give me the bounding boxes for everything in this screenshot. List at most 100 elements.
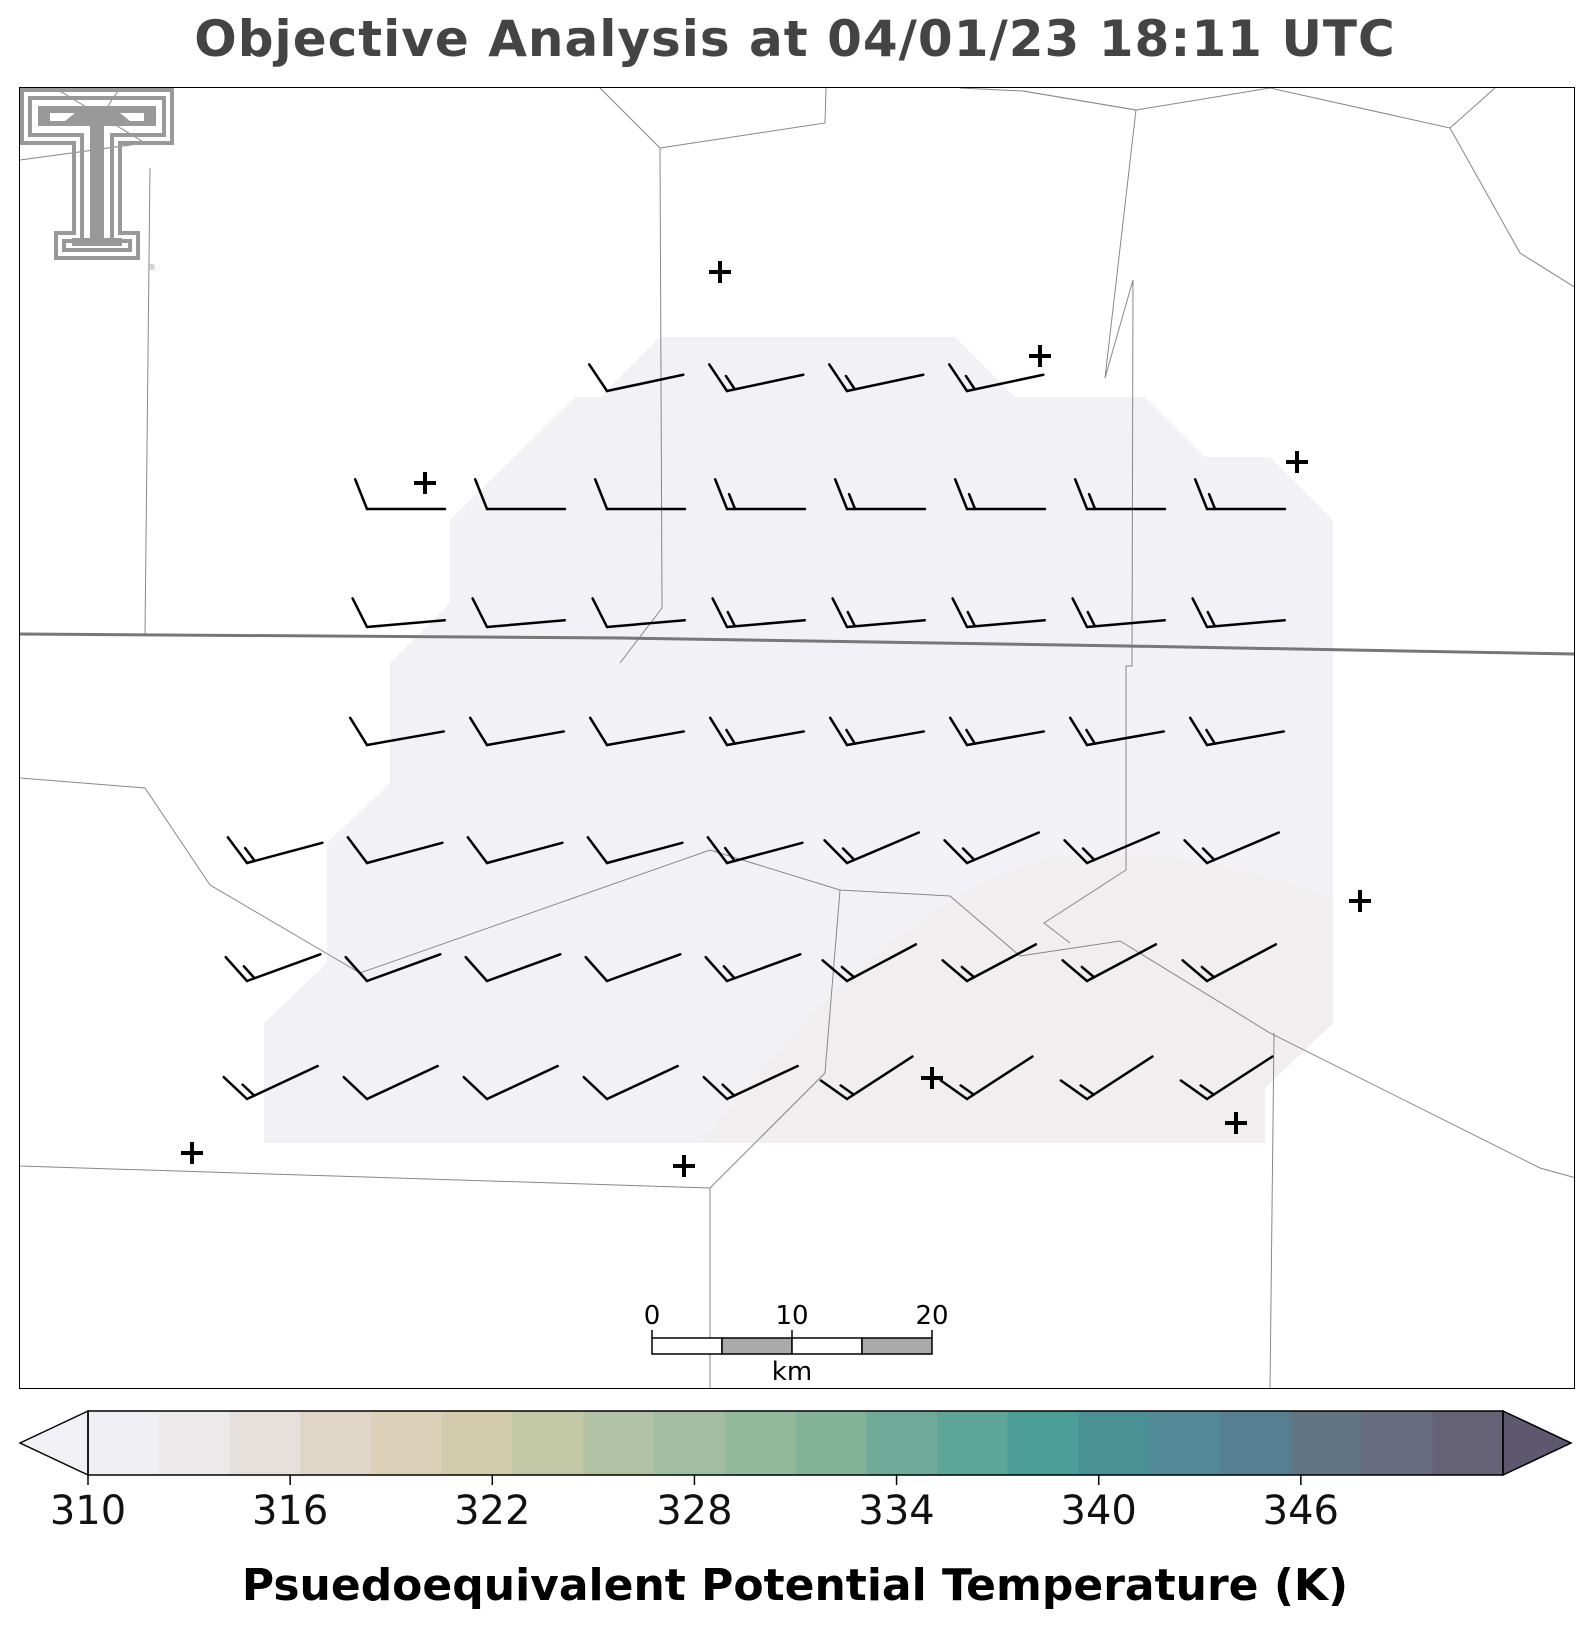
wind-barb bbox=[222, 1064, 319, 1101]
colorbar-cell bbox=[512, 1411, 584, 1475]
colorbar-cell bbox=[1007, 1411, 1079, 1475]
wind-barb bbox=[939, 1055, 1034, 1101]
colorbar-tick-label: 316 bbox=[251, 1488, 329, 1534]
colorbar-tick-label: 328 bbox=[656, 1488, 733, 1534]
colorbar-cell bbox=[229, 1411, 301, 1475]
colorbar bbox=[18, 1409, 1573, 1485]
colorbar-cell bbox=[724, 1411, 796, 1475]
wind-barb bbox=[707, 363, 805, 393]
scale-bar: 0 10 20 km bbox=[644, 1301, 949, 1387]
scale-label-10: 10 bbox=[775, 1301, 808, 1331]
colorbar-cell bbox=[795, 1411, 867, 1475]
colorbar-cell bbox=[300, 1411, 372, 1475]
colorbar-cell bbox=[1220, 1411, 1292, 1475]
station-marker bbox=[709, 261, 731, 283]
station-markers bbox=[181, 261, 1371, 1177]
colorbar-tick-label: 322 bbox=[454, 1488, 531, 1534]
wind-barb bbox=[1068, 716, 1166, 747]
station-marker bbox=[414, 472, 436, 494]
wind-barb bbox=[827, 363, 925, 393]
wind-barb bbox=[1183, 831, 1281, 865]
wind-barb bbox=[1179, 1055, 1274, 1101]
wind-barbs bbox=[222, 363, 1287, 1101]
colorbar-cell bbox=[441, 1411, 513, 1475]
station-marker bbox=[181, 1142, 203, 1164]
wind-barb bbox=[351, 597, 446, 629]
wind-barb bbox=[466, 836, 564, 865]
wind-barb bbox=[1191, 597, 1286, 629]
wind-barb bbox=[1071, 597, 1166, 629]
wind-barb bbox=[831, 597, 926, 629]
wind-barb bbox=[833, 478, 927, 511]
colorbar-cell bbox=[88, 1411, 160, 1475]
wind-barb bbox=[353, 478, 447, 511]
wind-barb bbox=[1073, 478, 1167, 511]
wind-barb bbox=[348, 716, 446, 747]
wind-barb bbox=[713, 478, 807, 511]
colorbar-cell bbox=[866, 1411, 938, 1475]
wind-barb bbox=[948, 716, 1046, 747]
wind-barb bbox=[344, 953, 442, 983]
colorbar-cell bbox=[1361, 1411, 1433, 1475]
colorbar-cell bbox=[1432, 1411, 1504, 1475]
scale-label-20: 20 bbox=[915, 1301, 948, 1331]
wind-barb bbox=[464, 953, 562, 983]
station-marker bbox=[1029, 345, 1051, 367]
wind-barb bbox=[706, 836, 804, 865]
colorbar-cell bbox=[937, 1411, 1009, 1475]
wind-barb bbox=[584, 953, 682, 983]
county-boundaries bbox=[20, 88, 1574, 1388]
colorbar-extend-low bbox=[18, 1409, 89, 1477]
scale-label-0: 0 bbox=[644, 1301, 661, 1331]
colorbar-cell bbox=[158, 1411, 230, 1475]
wind-barb bbox=[823, 831, 921, 865]
colorbar-cell bbox=[1149, 1411, 1221, 1475]
colorbar-cell bbox=[371, 1411, 443, 1475]
wind-barb bbox=[224, 953, 322, 983]
wind-barb bbox=[462, 1064, 559, 1101]
wind-barb bbox=[708, 716, 806, 747]
colorbar-cell bbox=[583, 1411, 655, 1475]
colorbar-cell bbox=[654, 1411, 726, 1475]
colorbar-tick-label: 334 bbox=[858, 1488, 935, 1534]
theta-e-warm-patch bbox=[700, 853, 1333, 1143]
wind-barb bbox=[941, 943, 1038, 983]
wind-barb bbox=[1061, 943, 1158, 983]
station-marker bbox=[1286, 451, 1308, 473]
map-canvas: 0 10 20 km bbox=[20, 88, 1574, 1388]
colorbar-label: Psuedoequivalent Potential Temperature (… bbox=[241, 1560, 1349, 1611]
wind-barb bbox=[342, 1064, 439, 1101]
wind-barb bbox=[586, 836, 684, 865]
colorbar-tick-label: 310 bbox=[49, 1488, 127, 1534]
wind-barb bbox=[711, 597, 806, 629]
wind-barb bbox=[1059, 1055, 1154, 1101]
wind-barb bbox=[468, 716, 566, 747]
wind-barb bbox=[593, 478, 687, 511]
colorbar-cell bbox=[1290, 1411, 1362, 1475]
station-marker bbox=[673, 1155, 695, 1177]
wind-barb bbox=[951, 597, 1046, 629]
wind-barb bbox=[828, 716, 926, 747]
wind-barb bbox=[471, 597, 566, 629]
wind-barb bbox=[702, 1064, 799, 1101]
station-marker bbox=[1349, 890, 1371, 912]
wind-barb bbox=[587, 363, 685, 393]
wind-barb bbox=[346, 836, 444, 865]
state-boundary bbox=[20, 632, 1574, 656]
wind-barb bbox=[1188, 716, 1286, 747]
svg-text:®: ® bbox=[148, 263, 156, 272]
wind-barb bbox=[226, 836, 324, 865]
wind-barb bbox=[953, 478, 1047, 511]
wind-barb bbox=[588, 716, 686, 747]
wind-barb bbox=[704, 953, 802, 983]
colorbar-cell bbox=[1078, 1411, 1150, 1475]
map-panel[interactable]: 0 10 20 km ® bbox=[19, 87, 1575, 1389]
map-title: Objective Analysis at 04/01/23 18:11 UTC bbox=[194, 10, 1396, 68]
wind-barb bbox=[1063, 831, 1161, 865]
wind-barb bbox=[473, 478, 567, 511]
wind-barb bbox=[591, 597, 686, 629]
colorbar-extend-high bbox=[1502, 1409, 1573, 1477]
station-marker bbox=[921, 1067, 943, 1089]
wind-barb bbox=[1193, 478, 1287, 511]
station-marker bbox=[1225, 1112, 1247, 1134]
